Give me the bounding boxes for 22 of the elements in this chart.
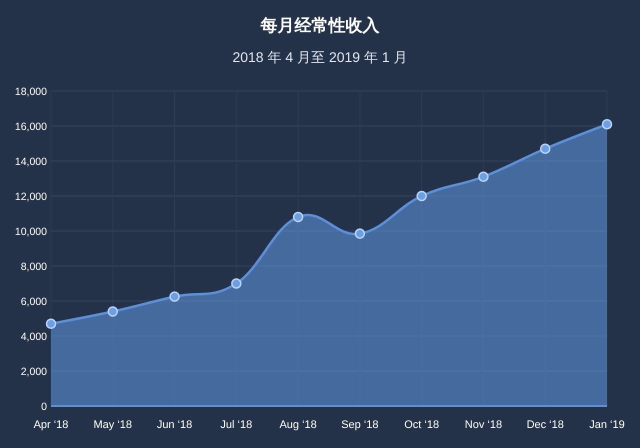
xtick: Jun ‘18 bbox=[156, 419, 192, 431]
ytick: 16,000 bbox=[14, 121, 47, 133]
xtick: Sep ‘18 bbox=[341, 419, 379, 431]
ytick: 12,000 bbox=[14, 191, 47, 203]
ytick: 14,000 bbox=[14, 156, 47, 168]
title: 每月经常性收入 bbox=[260, 16, 380, 35]
xtick: May ‘18 bbox=[94, 419, 132, 431]
ytick: 18,000 bbox=[14, 86, 47, 98]
xtick: Jan ‘19 bbox=[589, 419, 625, 431]
ytick: 2,000 bbox=[20, 366, 47, 378]
xtick: Nov ‘18 bbox=[464, 419, 502, 431]
xtick: Aug ‘18 bbox=[279, 419, 317, 431]
xtick: Oct ‘18 bbox=[404, 419, 440, 431]
ytick: 4,000 bbox=[20, 331, 47, 343]
ytick: 6,000 bbox=[20, 296, 47, 308]
xtick: Apr ‘18 bbox=[34, 419, 68, 431]
ytick: 0 bbox=[41, 401, 47, 413]
ytick: 8,000 bbox=[20, 261, 47, 273]
ytick: 10,000 bbox=[14, 226, 47, 238]
xtick: Jul ‘18 bbox=[220, 419, 252, 431]
xtick: Dec ‘18 bbox=[526, 419, 564, 431]
subtitle: 2018 年 4 月至 2019 年 1 月 bbox=[232, 49, 408, 65]
